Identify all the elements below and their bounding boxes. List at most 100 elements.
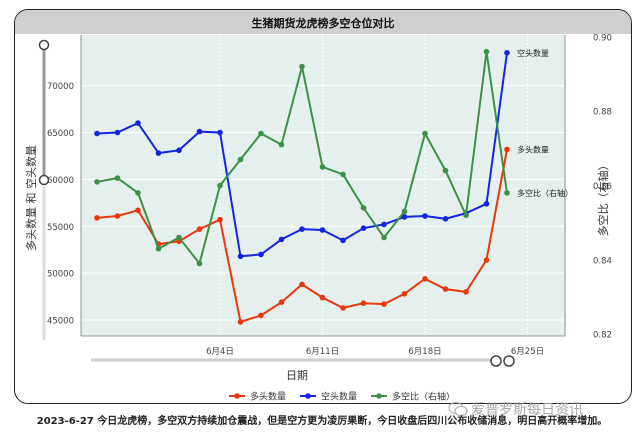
x-range-slider[interactable] bbox=[91, 355, 515, 367]
data-point[interactable] bbox=[319, 164, 326, 170]
data-point[interactable] bbox=[278, 236, 285, 243]
series-end-label: 多空比（右轴） bbox=[517, 188, 573, 198]
grid-layer bbox=[81, 35, 565, 336]
data-point[interactable] bbox=[196, 226, 203, 232]
data-point[interactable] bbox=[114, 175, 121, 181]
data-point[interactable] bbox=[237, 319, 244, 325]
data-point[interactable] bbox=[401, 214, 408, 220]
series-layer bbox=[94, 48, 510, 325]
data-point[interactable] bbox=[217, 129, 223, 136]
data-point[interactable] bbox=[442, 167, 449, 174]
y-right-tick-label: 0.86 bbox=[593, 182, 612, 192]
data-point[interactable] bbox=[422, 276, 428, 282]
data-point[interactable] bbox=[381, 234, 387, 241]
chart-title: 生猪期货龙虎榜多空仓位对比 bbox=[252, 16, 395, 30]
data-point[interactable] bbox=[442, 286, 449, 292]
data-point[interactable] bbox=[135, 120, 141, 126]
x-slider-right-handle[interactable] bbox=[503, 355, 515, 367]
x-tick-label: 6月11日 bbox=[306, 347, 339, 357]
data-point[interactable] bbox=[319, 294, 326, 301]
y-right-tick-label: 0.90 bbox=[593, 33, 612, 43]
data-point[interactable] bbox=[340, 237, 346, 244]
legend-swatch-marker bbox=[234, 393, 240, 399]
wechat-icon bbox=[448, 401, 468, 417]
legend-item[interactable]: 空头数量 bbox=[300, 391, 357, 403]
data-point[interactable] bbox=[401, 291, 408, 297]
y-slider-top-handle[interactable] bbox=[38, 39, 50, 51]
data-point[interactable] bbox=[94, 179, 100, 185]
y-left-tick-label: 65000 bbox=[47, 129, 74, 139]
data-point[interactable] bbox=[94, 130, 100, 137]
ticks-layer: 45000 50000 55000 60000 65000 70000 0.82 0.84 0.… bbox=[47, 33, 612, 357]
data-point[interactable] bbox=[360, 300, 367, 307]
y-right-tick-label: 0.82 bbox=[593, 331, 612, 341]
chart-svg: 生猪期货龙虎榜多空仓位对比 45000 50000 55000 60000 65000 7… bbox=[15, 10, 631, 403]
data-point[interactable] bbox=[504, 50, 510, 56]
data-point[interactable] bbox=[258, 312, 264, 319]
y-range-slider[interactable] bbox=[38, 39, 50, 341]
title-bar bbox=[15, 10, 631, 34]
data-point[interactable] bbox=[114, 129, 121, 136]
data-point[interactable] bbox=[319, 227, 326, 233]
watermark-text: 爱普罗斯每日资讯 bbox=[471, 402, 583, 418]
data-point[interactable] bbox=[135, 190, 141, 196]
data-point[interactable] bbox=[278, 141, 285, 148]
data-point[interactable] bbox=[299, 63, 305, 70]
series-end-label: 多头数量 bbox=[517, 144, 549, 154]
data-point[interactable] bbox=[258, 130, 264, 137]
y-left-tick-label: 45000 bbox=[47, 317, 74, 327]
data-point[interactable] bbox=[442, 216, 449, 222]
data-point[interactable] bbox=[463, 212, 469, 218]
data-point[interactable] bbox=[176, 147, 182, 154]
data-point[interactable] bbox=[422, 213, 428, 219]
x-slider-left-handle[interactable] bbox=[490, 355, 502, 367]
data-point[interactable] bbox=[217, 182, 223, 189]
data-point[interactable] bbox=[114, 213, 121, 219]
y-right-tick-label: 0.84 bbox=[593, 256, 612, 266]
data-point[interactable] bbox=[237, 156, 244, 163]
data-point[interactable] bbox=[155, 245, 162, 252]
data-point[interactable] bbox=[360, 225, 367, 231]
y-left-tick-label: 55000 bbox=[47, 223, 74, 233]
chart-frame: 生猪期货龙虎榜多空仓位对比 45000 50000 55000 60000 65000 7… bbox=[14, 9, 632, 404]
series-0 bbox=[94, 146, 510, 325]
data-point[interactable] bbox=[135, 207, 141, 214]
data-point[interactable] bbox=[278, 299, 285, 306]
legend-item[interactable]: 多空比（右轴） bbox=[371, 391, 455, 403]
data-point[interactable] bbox=[483, 257, 490, 263]
data-point[interactable] bbox=[360, 205, 367, 211]
data-point[interactable] bbox=[463, 289, 469, 295]
data-point[interactable] bbox=[340, 171, 346, 178]
data-point[interactable] bbox=[483, 48, 490, 55]
data-point[interactable] bbox=[340, 305, 346, 311]
legend-label: 多空比（右轴） bbox=[392, 391, 455, 403]
data-point[interactable] bbox=[401, 208, 408, 215]
data-point[interactable] bbox=[483, 201, 490, 207]
data-point[interactable] bbox=[94, 215, 100, 221]
data-point[interactable] bbox=[299, 226, 305, 232]
y-right-tick-label: 0.88 bbox=[593, 108, 612, 118]
data-point[interactable] bbox=[504, 190, 510, 196]
data-point[interactable] bbox=[504, 146, 510, 153]
data-point[interactable] bbox=[155, 150, 162, 156]
y-left-tick-label: 70000 bbox=[47, 82, 74, 92]
data-point[interactable] bbox=[381, 221, 387, 228]
data-point[interactable] bbox=[196, 260, 203, 267]
data-point[interactable] bbox=[258, 251, 264, 258]
data-point[interactable] bbox=[237, 253, 244, 260]
legend-swatch-marker bbox=[305, 393, 311, 399]
data-point[interactable] bbox=[422, 130, 428, 137]
data-point[interactable] bbox=[381, 301, 387, 307]
data-point[interactable] bbox=[196, 128, 203, 135]
data-point[interactable] bbox=[299, 281, 305, 288]
y-axis-right-title: 多空比（右轴） bbox=[596, 160, 610, 237]
legend-item[interactable]: 多头数量 bbox=[229, 391, 286, 403]
x-tick-label: 6月25日 bbox=[511, 347, 544, 357]
data-point[interactable] bbox=[217, 216, 223, 223]
data-point[interactable] bbox=[176, 234, 182, 241]
y-slider-bottom-handle[interactable] bbox=[38, 174, 50, 186]
y-left-tick-label: 50000 bbox=[47, 270, 74, 280]
legend-label: 多头数量 bbox=[250, 391, 286, 403]
x-axis-title: 日期 bbox=[286, 369, 308, 382]
